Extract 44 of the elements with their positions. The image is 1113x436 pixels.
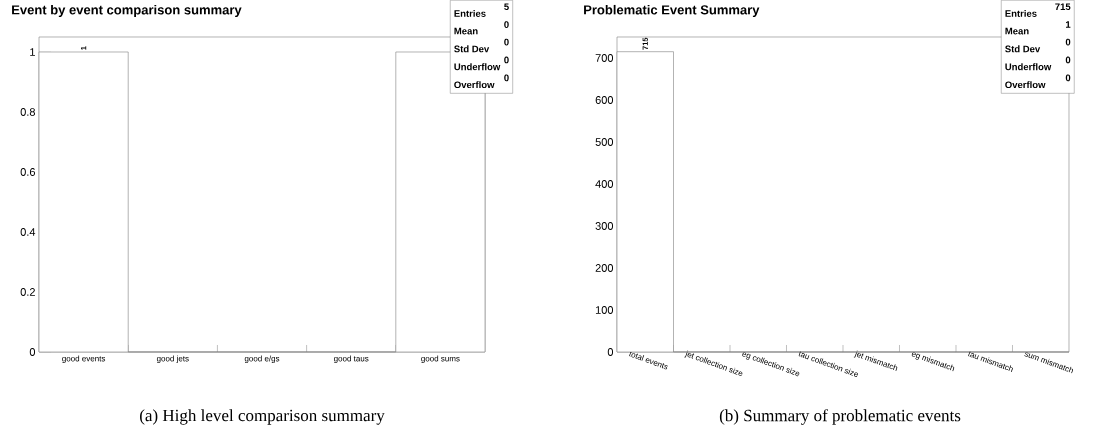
annotation: 0 <box>1065 74 1071 82</box>
annotation: Std Dev <box>454 45 490 53</box>
text: Mean <box>1005 27 1029 35</box>
text: 0 <box>504 74 509 82</box>
y-tick-label: 500 <box>595 138 614 146</box>
annotation: Overflow <box>454 81 495 89</box>
x-tick-label: good e/gs <box>244 355 280 363</box>
chart-title: Problematic Event Summary <box>584 4 760 18</box>
text: (b) Summary of problematic events <box>719 409 961 425</box>
x-tick-label: good jets <box>156 355 189 363</box>
y-tick-label: 400 <box>595 180 614 188</box>
y-tick-label: 0.2 <box>20 288 35 296</box>
y-tick-label: 600 <box>595 96 614 104</box>
text: 1 <box>1065 21 1071 28</box>
y-tick-label: 0.8 <box>20 108 35 116</box>
x-tick-label: good sums <box>421 355 460 363</box>
text: Mean <box>454 27 478 35</box>
text: 0 <box>504 56 509 64</box>
x-tick-label: good taus <box>333 355 369 363</box>
x-tick-label: total events <box>629 351 668 370</box>
text: Entries <box>1005 9 1037 17</box>
text: 0 <box>504 21 509 28</box>
y-tick-label: 100 <box>595 306 614 314</box>
chart-title: Event by event comparison summary <box>12 4 242 18</box>
annotation: Underflow <box>454 63 501 71</box>
y-tick-label: 700 <box>595 54 614 62</box>
y-tick-label: 200 <box>595 264 614 272</box>
y-tick-label: 0 <box>29 348 36 356</box>
text: Entries <box>454 9 486 17</box>
annotation: Underflow <box>1005 63 1052 71</box>
text: 715 <box>1055 3 1071 11</box>
text: (a) High level comparison summary <box>140 409 385 425</box>
annotation: Overflow <box>1005 81 1046 89</box>
y-tick-label: 300 <box>595 222 614 230</box>
text: 5 <box>504 3 509 11</box>
y-tick-label: 0 <box>607 348 614 356</box>
y-tick-label: 0.6 <box>20 168 35 176</box>
y-tick-label: 0.4 <box>20 228 36 236</box>
text: 0 <box>504 38 509 46</box>
x-tick-label: good events <box>62 355 106 363</box>
y-tick-label: 1 <box>30 48 35 56</box>
annotation: 0 <box>1065 56 1071 64</box>
annotation: Std Dev <box>1005 45 1041 53</box>
annotation: 0 <box>1065 38 1071 46</box>
